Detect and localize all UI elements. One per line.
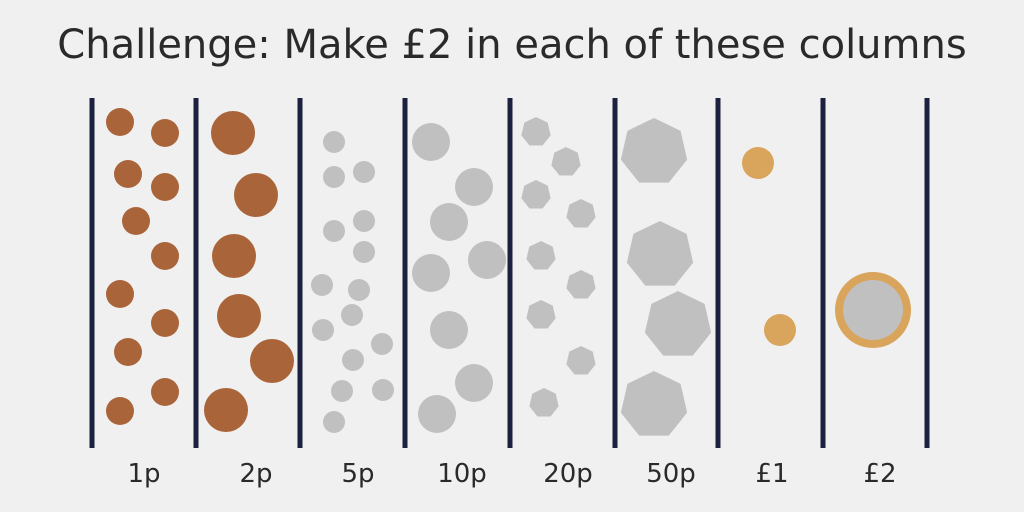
column-label: 5p (341, 459, 374, 489)
title: Challenge: Make £2 in each of these colu… (57, 22, 966, 68)
coins-1p (106, 108, 179, 425)
coins-1-pound (742, 147, 796, 346)
column-labels: 1p 2p 5p 10p 20p 50p £1 £2 (127, 459, 896, 489)
coins-5p (311, 131, 394, 433)
column-label: 2p (239, 459, 272, 489)
column-label: 50p (646, 459, 696, 489)
column-label: 20p (543, 459, 593, 489)
coins-2p (204, 111, 294, 432)
coins-10p (412, 123, 506, 433)
column-label: £1 (755, 459, 788, 489)
column-label: 1p (127, 459, 160, 489)
coin-2-pound (835, 272, 911, 348)
column-label: 10p (437, 459, 487, 489)
column-lines (89, 98, 930, 448)
column-label: £2 (863, 459, 896, 489)
